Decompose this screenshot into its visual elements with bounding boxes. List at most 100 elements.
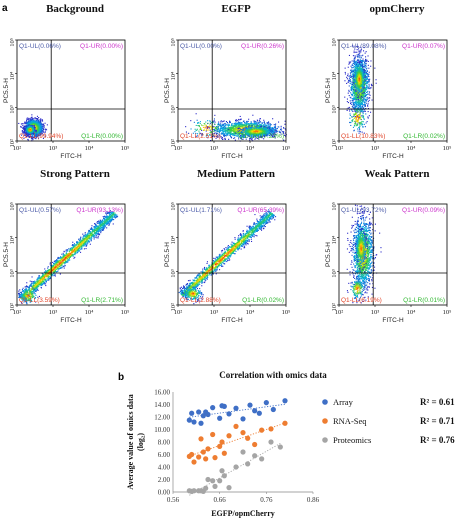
y-axis-label: PC5.5-H <box>164 242 171 267</box>
chart-title: Correlation with omics data <box>219 370 327 380</box>
y-tick-label: 10² <box>9 139 16 148</box>
data-point <box>226 411 232 417</box>
data-point <box>219 468 225 474</box>
data-point <box>259 427 265 433</box>
x-tick-label: 10⁵ <box>121 309 130 316</box>
legend-marker <box>322 399 328 405</box>
data-point <box>221 473 227 479</box>
y-tick-label: 10⁴ <box>170 235 177 245</box>
x-tick-label: 10⁵ <box>282 145 291 152</box>
data-point <box>189 451 195 458</box>
y-axis-label: PC5.5-H <box>164 78 171 103</box>
y-tick-label: 10³ <box>9 269 16 278</box>
data-point <box>196 409 202 415</box>
quadrant-ur-label: Q1-UR(0.09%) <box>402 207 445 214</box>
y-tick-label: 10³ <box>331 105 338 114</box>
data-point <box>198 420 204 426</box>
x-tick-label: 0.56 <box>167 496 180 504</box>
legend-marker <box>322 418 328 424</box>
y-tick-label: 10² <box>170 139 177 148</box>
quadrant-lr-label: Q1-LR(97.23%) <box>238 133 284 140</box>
flow-cytometry-panels: Background 10² 10³ 10⁴ 10⁵ 10² 10³ 10⁴ 10⁵ FITC-H… <box>3 3 451 324</box>
y-tick-label: 10² <box>170 303 177 312</box>
x-tick-label: 0.66 <box>214 496 227 504</box>
data-point <box>210 405 216 411</box>
data-point <box>240 416 246 422</box>
data-point <box>245 435 251 441</box>
r-squared-label: R² = 0.76 <box>420 435 455 445</box>
flow-panel: Weak Pattern 10² 10³ 10⁴ 10⁵ 10² 10³ 10⁴ 10⁵ FITC… <box>325 168 451 324</box>
x-tick-label: 10² <box>174 145 183 152</box>
x-tick-label: 10³ <box>49 309 58 316</box>
quadrant-ll-label: Q1-LL(3.59%) <box>19 297 60 304</box>
flow-panel: Background 10² 10³ 10⁴ 10⁵ 10² 10³ 10⁴ 10⁵ FITC-H… <box>3 3 129 160</box>
x-axis-label: FITC-H <box>60 317 82 324</box>
data-point <box>205 411 211 418</box>
y-tick-label: 10.00 <box>154 426 170 434</box>
y-tick-label: 10² <box>331 139 338 148</box>
data-point <box>221 403 227 409</box>
y-axis-label-unit: (log₂) <box>136 433 145 451</box>
data-point <box>245 461 251 467</box>
density-points <box>18 210 119 305</box>
x-tick-label: 10⁵ <box>121 145 130 152</box>
plot-frame <box>338 203 448 306</box>
series: RNA-Seq R² = 0.71 <box>186 416 455 465</box>
data-point <box>205 446 211 452</box>
series: Proteomics R² = 0.76 <box>186 435 455 496</box>
data-point <box>240 430 246 436</box>
x-tick-label: 10⁴ <box>407 309 417 316</box>
r-squared-label: R² = 0.71 <box>420 416 455 426</box>
data-point <box>259 456 265 462</box>
y-tick-label: 14.00 <box>154 401 170 409</box>
panel-label-a: a <box>2 3 8 14</box>
data-point <box>252 441 258 448</box>
quadrant-ul-label: Q1-UL(0.06%) <box>19 43 61 50</box>
quadrant-ll-label: Q1-LL(6.19%) <box>341 297 382 304</box>
x-tick-label: 10⁵ <box>443 145 452 152</box>
quadrant-ur-label: Q1-UR(0.26%) <box>241 43 284 50</box>
y-tick-label: 0.00 <box>158 489 171 497</box>
x-tick-label: 10³ <box>371 309 380 316</box>
data-point <box>217 478 223 484</box>
y-tick-label: 10⁵ <box>331 202 338 211</box>
y-tick-label: 2.00 <box>158 476 171 484</box>
data-point <box>252 408 258 414</box>
x-tick-label: 10⁴ <box>246 309 256 316</box>
plot-frame <box>16 203 126 306</box>
y-tick-label: 10³ <box>9 105 16 114</box>
x-tick-label: 10⁵ <box>443 309 452 316</box>
quadrant-lr-label: Q1-LR(0.02%) <box>403 133 445 140</box>
data-point <box>217 443 223 449</box>
data-point <box>212 483 218 489</box>
quadrant-ur-label: Q1-UR(0.07%) <box>402 43 445 50</box>
quadrant-ur-label: Q1-UR(93.13%) <box>76 207 123 214</box>
x-tick-label: 10² <box>13 145 22 152</box>
y-tick-label: 10⁴ <box>170 71 177 81</box>
data-point <box>203 485 209 491</box>
quadrant-ul-label: Q1-UL(0.57%) <box>19 207 61 214</box>
x-axis-label: FITC-H <box>382 153 404 160</box>
data-point <box>205 476 211 483</box>
y-tick-label: 10² <box>9 303 16 312</box>
flow-panel: Strong Pattern 10² 10³ 10⁴ 10⁵ 10² 10³ 10⁴ 10⁵ FI… <box>3 168 129 324</box>
data-point <box>233 423 239 429</box>
x-tick-label: 0.86 <box>307 496 320 504</box>
data-point <box>198 436 204 442</box>
y-tick-label: 10³ <box>331 269 338 278</box>
y-tick-label: 10⁵ <box>331 38 338 47</box>
panel-title: Background <box>46 3 104 15</box>
data-point <box>256 410 262 416</box>
data-point <box>233 464 239 470</box>
quadrant-ul-label: Q1-UL(89.08%) <box>341 43 387 50</box>
plot-frame <box>16 39 126 142</box>
correlation-chart: Correlation with omics data 0.00 2.00 4.00 6… <box>126 370 455 518</box>
data-point <box>277 444 283 450</box>
y-axis-label: PC5.5-H <box>325 78 332 103</box>
panel-label-b: b <box>118 372 124 383</box>
data-point <box>226 433 232 439</box>
x-tick-label: 0.76 <box>260 496 273 504</box>
y-tick-label: 10³ <box>170 269 177 278</box>
quadrant-ul-label: Q1-UL(0.00%) <box>180 43 222 50</box>
